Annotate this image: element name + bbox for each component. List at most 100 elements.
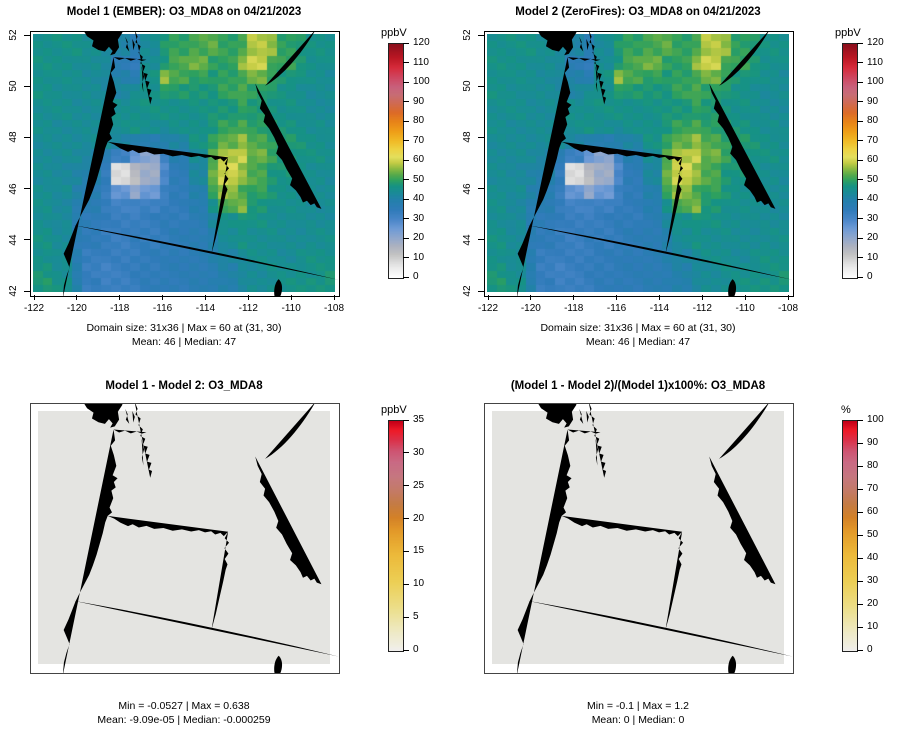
x-axis-tick-mark — [787, 295, 789, 300]
x-axis-tick-label: -114 — [195, 303, 216, 314]
x-axis-tick-label: -114 — [649, 303, 670, 314]
colorbar-tick-mark — [857, 465, 863, 467]
x-axis-tick-mark — [162, 295, 164, 300]
colorbar-tick-mark — [403, 42, 409, 44]
colorbar-tick-mark — [857, 442, 863, 444]
colorbar-tick-label: 30 — [413, 446, 425, 458]
colorbar-tick-mark — [403, 62, 409, 63]
colorbar-tick-label: 60 — [413, 154, 425, 165]
colorbar-tick-mark — [403, 518, 409, 520]
colorbar-tick-label: 35 — [413, 414, 425, 425]
y-axis-tick-label: 42 — [462, 285, 473, 297]
stats-caption-line2: Mean: -9.09e-05 | Median: -0.000259 — [97, 714, 271, 726]
colorbar-tick-mark — [857, 276, 863, 278]
colorbar-tick-label: 15 — [413, 545, 425, 557]
x-axis-tick-label: -116 — [606, 303, 627, 314]
y-axis-tick-label: 48 — [8, 131, 19, 143]
colorbar-tick-mark — [403, 140, 409, 141]
y-axis-tick-label: 44 — [8, 234, 19, 246]
colorbar — [842, 43, 858, 279]
colorbar-tick-label: 40 — [867, 193, 879, 204]
colorbar-tick-label: 50 — [413, 173, 425, 185]
state-borders-overlay — [516, 32, 793, 296]
x-axis-tick-label: -122 — [23, 303, 45, 314]
colorbar-tick-label: 120 — [413, 37, 430, 48]
colorbar-tick-mark — [403, 257, 409, 258]
colorbar-tick-mark — [857, 101, 863, 102]
difference-raster — [38, 411, 330, 664]
colorbar-tick-mark — [857, 534, 863, 536]
colorbar-tick-label: 60 — [867, 506, 879, 517]
colorbar-tick-label: 25 — [413, 479, 425, 491]
colorbar-tick-label: 10 — [867, 621, 879, 632]
percent-difference-raster — [492, 411, 784, 664]
colorbar-tick-mark — [403, 120, 409, 122]
y-axis-tick-label: 46 — [462, 183, 473, 195]
stats-caption-line2: Mean: 46 | Median: 47 — [585, 336, 691, 348]
y-axis-tick-mark — [478, 290, 484, 292]
y-axis-tick-label: 52 — [8, 29, 19, 41]
colorbar-tick-label: 60 — [867, 154, 879, 165]
stats-caption-line2: Mean: 0 | Median: 0 — [591, 714, 685, 726]
colorbar-tick-label: 50 — [867, 173, 879, 185]
colorbar-gradient — [843, 421, 857, 651]
colorbar-tick-mark — [857, 257, 863, 258]
map-frame — [30, 403, 340, 674]
x-axis-tick-mark — [701, 295, 703, 300]
y-axis-tick-mark — [478, 85, 484, 87]
y-axis-tick-mark — [24, 136, 30, 138]
colorbar-tick-mark — [403, 276, 409, 278]
colorbar-unit-label: ppbV — [381, 404, 407, 416]
y-axis-tick-label: 48 — [462, 131, 473, 143]
x-axis-tick-mark — [76, 295, 78, 300]
y-axis-tick-label: 50 — [462, 80, 473, 92]
state-borders-overlay — [62, 404, 339, 673]
stats-caption-line1: Min = -0.1 | Max = 1.2 — [587, 700, 689, 712]
colorbar-tick-label: 110 — [413, 56, 429, 68]
x-axis-tick-label: -112 — [238, 303, 258, 314]
colorbar-tick-label: 90 — [867, 95, 879, 107]
colorbar-tick-label: 50 — [867, 529, 879, 540]
colorbar — [388, 420, 404, 652]
colorbar-tick-label: 30 — [867, 575, 879, 586]
panel-title: Model 1 (EMBER): O3_MDA8 on 04/21/2023 — [66, 6, 302, 18]
x-axis-tick-label: -112 — [692, 303, 712, 314]
stats-caption-line1: Domain size: 31x36 | Max = 60 at (31, 30… — [540, 322, 736, 334]
x-axis-tick-label: -110 — [735, 303, 755, 314]
colorbar-tick-mark — [857, 198, 863, 200]
colorbar-tick-label: 20 — [867, 232, 879, 243]
stats-caption-line2: Mean: 46 | Median: 47 — [131, 336, 237, 348]
colorbar-tick-mark — [857, 179, 863, 180]
colorbar-tick-mark — [403, 583, 409, 585]
x-axis-tick-mark — [290, 295, 292, 300]
colorbar — [388, 43, 404, 279]
colorbar-tick-mark — [857, 120, 863, 122]
colorbar-tick-mark — [857, 580, 863, 582]
colorbar-tick-mark — [857, 237, 863, 239]
colorbar-tick-mark — [857, 626, 863, 628]
colorbar-tick-mark — [403, 649, 409, 651]
colorbar-tick-mark — [403, 218, 409, 219]
colorbar-tick-mark — [857, 511, 863, 513]
colorbar-tick-label: 40 — [867, 552, 879, 563]
x-axis-tick-label: -120 — [66, 303, 87, 314]
x-axis-tick-mark — [333, 295, 335, 300]
colorbar-tick-mark — [857, 159, 863, 161]
stats-caption-line1: Domain size: 31x36 | Max = 60 at (31, 30… — [86, 322, 282, 334]
colorbar-tick-label: 80 — [413, 115, 425, 126]
x-axis-tick-mark — [530, 295, 532, 300]
colorbar-tick-mark — [403, 452, 409, 454]
y-axis-tick-mark — [24, 85, 30, 87]
colorbar-tick-mark — [403, 81, 409, 83]
colorbar-tick-mark — [403, 159, 409, 161]
colorbar-gradient — [389, 421, 403, 651]
colorbar-tick-label: 70 — [867, 134, 879, 146]
colorbar-tick-mark — [857, 649, 863, 651]
colorbar-tick-label: 0 — [413, 644, 419, 655]
y-axis-tick-label: 42 — [8, 285, 19, 297]
colorbar-tick-label: 20 — [867, 598, 879, 609]
colorbar-tick-label: 70 — [413, 134, 425, 146]
colorbar-tick-mark — [403, 237, 409, 239]
